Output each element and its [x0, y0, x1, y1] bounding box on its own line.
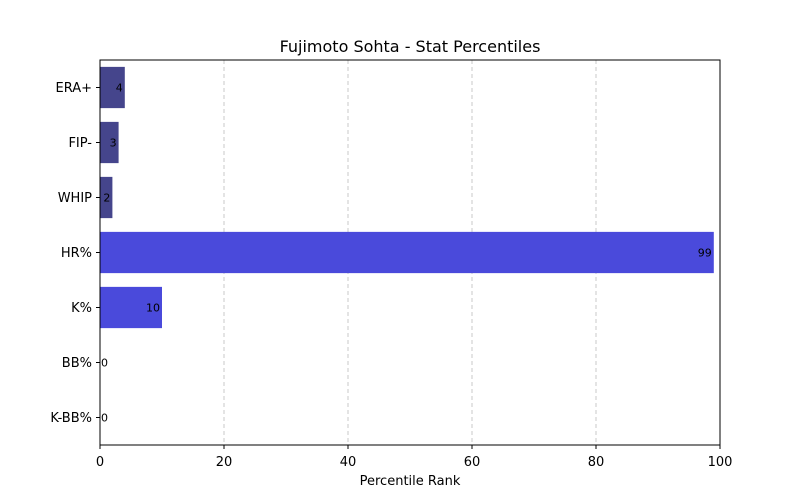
x-tick-label: 100 — [708, 455, 733, 470]
x-tick-label: 40 — [340, 455, 357, 470]
bar-value-label: 0 — [101, 357, 108, 370]
x-tick-label: 0 — [96, 455, 104, 470]
x-tick-label: 20 — [216, 455, 233, 470]
bar — [100, 176, 113, 219]
x-tick-label: 60 — [464, 455, 481, 470]
bar-value-label: 3 — [110, 137, 117, 150]
bar-value-label: 99 — [698, 247, 712, 260]
y-tick-label: WHIP — [58, 191, 92, 206]
bar — [100, 231, 714, 274]
bar — [100, 121, 119, 164]
y-tick-label: BB% — [62, 356, 92, 371]
y-tick-label: ERA+ — [55, 81, 92, 96]
bar — [100, 66, 125, 109]
bar — [100, 286, 162, 329]
bar-value-label: 4 — [116, 82, 123, 95]
x-axis-ticks: 0 20 40 60 80 100 — [96, 445, 733, 470]
y-tick-label: K% — [71, 301, 92, 316]
chart-title: Fujimoto Sohta - Stat Percentiles — [280, 37, 541, 56]
y-tick-label: K-BB% — [50, 411, 92, 426]
bar-value-label: 10 — [146, 302, 160, 315]
bar-value-label: 2 — [103, 192, 110, 205]
y-tick-label: FIP- — [68, 136, 92, 151]
bars — [100, 66, 714, 329]
y-axis-ticks: ERA+ FIP- WHIP HR% K% BB% K-BB% — [50, 81, 100, 426]
bar-value-label: 0 — [101, 412, 108, 425]
x-tick-label: 80 — [588, 455, 605, 470]
x-axis-label: Percentile Rank — [360, 474, 461, 489]
bar-value-labels: 4 3 2 99 10 0 0 — [101, 82, 712, 425]
y-tick-label: HR% — [61, 246, 92, 261]
